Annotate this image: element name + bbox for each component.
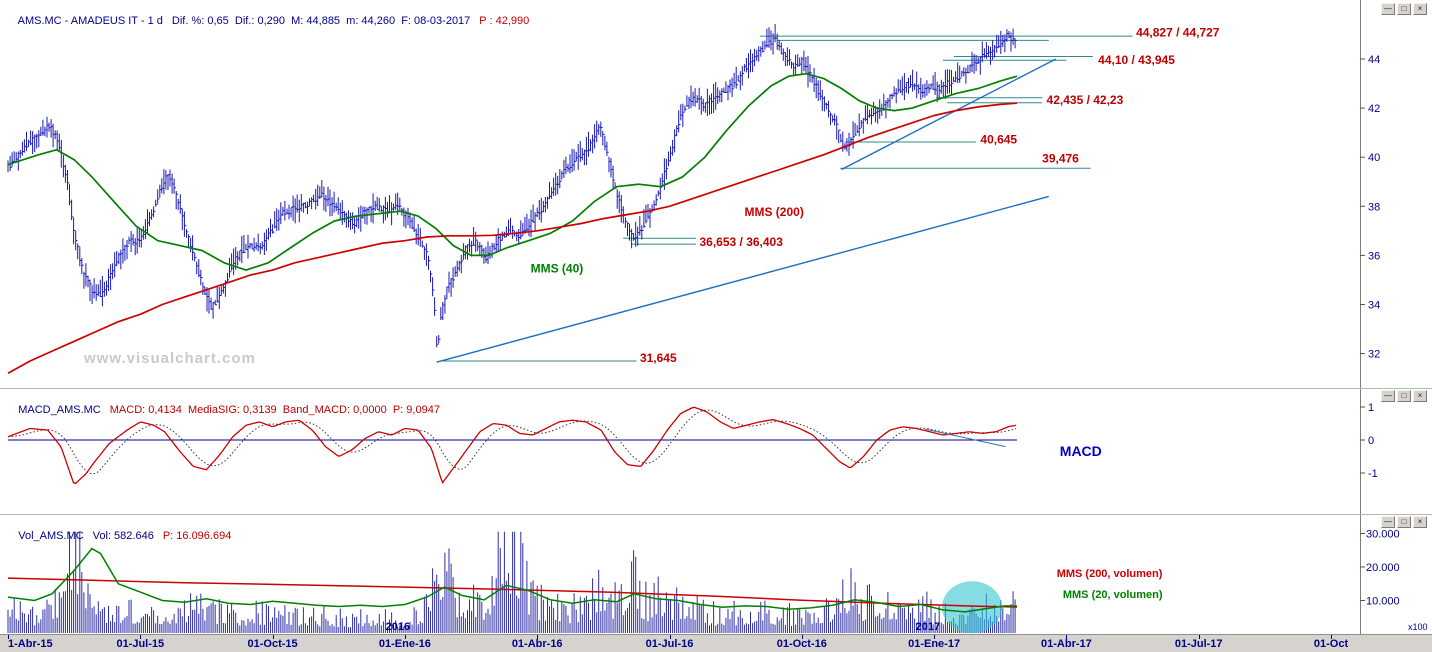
svg-text:-1: -1 [1368, 468, 1378, 480]
x-axis-label: 01-Jul-17 [1174, 638, 1223, 650]
restore-icon[interactable]: □ [1397, 516, 1411, 528]
x-axis-tick [801, 635, 803, 639]
macd-panel-header: MACD_AMS.MC MACD: 0,4134 MediaSIG: 0,3139… [6, 392, 449, 428]
price-bars [7, 24, 1016, 348]
minimize-icon[interactable]: — [1381, 516, 1395, 528]
mms40-line [7, 72, 1018, 271]
price-symbol: AMS.MC - AMADEUS IT - 1 d [17, 15, 163, 27]
svg-text:44: 44 [1368, 54, 1380, 66]
volume-mms200-line [7, 577, 1018, 608]
macd-label: MACD [1060, 443, 1102, 459]
svg-text:36: 36 [1368, 250, 1380, 262]
volume-ma-label: MMS (20, volumen) [1063, 589, 1163, 601]
volume-bars [7, 531, 1016, 633]
x-axis-tick [934, 635, 936, 639]
x-axis-tick [8, 635, 9, 639]
x-axis-tick [404, 635, 406, 639]
close-icon[interactable]: × [1413, 3, 1427, 15]
panel-separator [0, 514, 1432, 515]
x-axis-label: 01-Oct-15 [247, 638, 298, 650]
x-axis-tick [140, 635, 142, 639]
volume-mms20-line [7, 547, 1018, 613]
price-panel-header: AMS.MC - AMADEUS IT - 1 d Dif. %: 0,65 Di… [6, 3, 538, 39]
restore-icon[interactable]: □ [1397, 3, 1411, 15]
volume-symbol: Vol_AMS.MC [18, 530, 84, 542]
svg-text:40: 40 [1368, 152, 1380, 164]
svg-text:30.000: 30.000 [1366, 529, 1400, 541]
x-axis-label: 01-Oct-16 [776, 638, 827, 650]
svg-text:20.000: 20.000 [1366, 562, 1400, 574]
minimize-icon[interactable]: — [1381, 3, 1395, 15]
price-trendlines [436, 58, 1057, 363]
window-controls-macd: — □ × [1381, 390, 1427, 402]
macd-line [7, 406, 1017, 485]
year-label: 2016 [386, 621, 410, 633]
x-axis-tick [537, 635, 539, 639]
x-axis-label: 01-Ene-17 [908, 638, 961, 650]
x-axis-tick [272, 635, 274, 639]
volume-last-value: P: 16.096.694 [162, 530, 232, 542]
close-icon[interactable]: × [1413, 516, 1427, 528]
x-axis-tick [669, 635, 671, 639]
svg-text:44,827 / 44,727: 44,827 / 44,727 [1136, 25, 1220, 39]
x-axis-label: 01-Ene-16 [378, 638, 431, 650]
x-axis-tick [1066, 635, 1068, 639]
mms200-line [7, 102, 1018, 374]
x-axis-label: 01-Jul-15 [116, 638, 165, 650]
volume-highlight-circle [942, 581, 1003, 634]
price-stats: Dif. %: 0,65 Dif.: 0,290 M: 44,885 m: 44… [171, 15, 471, 27]
svg-text:0: 0 [1368, 435, 1374, 447]
window-controls-price: — □ × [1381, 3, 1427, 15]
x-axis-tick [1198, 635, 1200, 639]
x-axis-label: 01-Abr-16 [511, 638, 563, 650]
svg-text:42: 42 [1368, 103, 1380, 115]
svg-text:34: 34 [1368, 300, 1380, 312]
x-axis-tick [1331, 635, 1332, 639]
volume-stats: Vol: 582.646 [92, 530, 154, 542]
year-label: 2017 [916, 621, 940, 633]
price-level-labels: 44,827 / 44,727 44,10 / 43,945 42,435 / 42… [531, 25, 1220, 365]
restore-icon[interactable]: □ [1397, 390, 1411, 402]
svg-text:31,645: 31,645 [640, 351, 677, 365]
right-axis: 44 42 40 38 36 34 32 1 0 -1 30.000 20.000 10.000 x100 [1360, 0, 1428, 634]
x-axis-label: 1-Abr-15 [8, 638, 53, 650]
svg-text:42,435 / 42,23: 42,435 / 42,23 [1047, 93, 1124, 107]
svg-text:38: 38 [1368, 201, 1380, 213]
x-axis-label: 01-Oct [1313, 638, 1349, 650]
volume-panel-header: Vol_AMS.MC Vol: 582.646 P: 16.096.694 [6, 518, 240, 554]
close-icon[interactable]: × [1413, 390, 1427, 402]
volume-ma-label: MMS (200, volumen) [1057, 568, 1163, 580]
svg-text:MMS (40): MMS (40) [531, 262, 584, 276]
svg-text:44,10 / 43,945: 44,10 / 43,945 [1098, 53, 1175, 67]
x-axis-date-strip[interactable]: 1-Abr-15 01-Jul-15 01-Oct-15 01-Ene-16 01-Ab… [0, 634, 1432, 652]
svg-text:40,645: 40,645 [980, 133, 1017, 147]
minimize-icon[interactable]: — [1381, 390, 1395, 402]
macd-trendline [925, 428, 1006, 448]
macd-signal-line [7, 409, 1017, 475]
macd-symbol: MACD_AMS.MC [18, 404, 101, 416]
svg-text:36,653 / 36,403: 36,653 / 36,403 [699, 235, 783, 249]
volume-unit-label: x100 [1408, 622, 1428, 632]
watermark: www.visualchart.com [84, 350, 256, 367]
price-levels [442, 35, 1133, 362]
x-axis-label: 01-Abr-17 [1041, 638, 1092, 650]
svg-text:10.000: 10.000 [1366, 596, 1400, 608]
svg-text:MMS (200): MMS (200) [744, 205, 803, 219]
x-axis-label: 01-Jul-16 [645, 638, 694, 650]
window-controls-volume: — □ × [1381, 516, 1427, 528]
macd-stats: MACD: 0,4134 MediaSIG: 0,3139 Band_MACD:… [109, 404, 440, 416]
svg-text:1: 1 [1368, 402, 1374, 414]
svg-text:32: 32 [1368, 349, 1380, 361]
panel-separator [0, 388, 1432, 389]
price-last-value: P : 42,990 [479, 15, 530, 27]
svg-text:39,476: 39,476 [1042, 151, 1079, 165]
